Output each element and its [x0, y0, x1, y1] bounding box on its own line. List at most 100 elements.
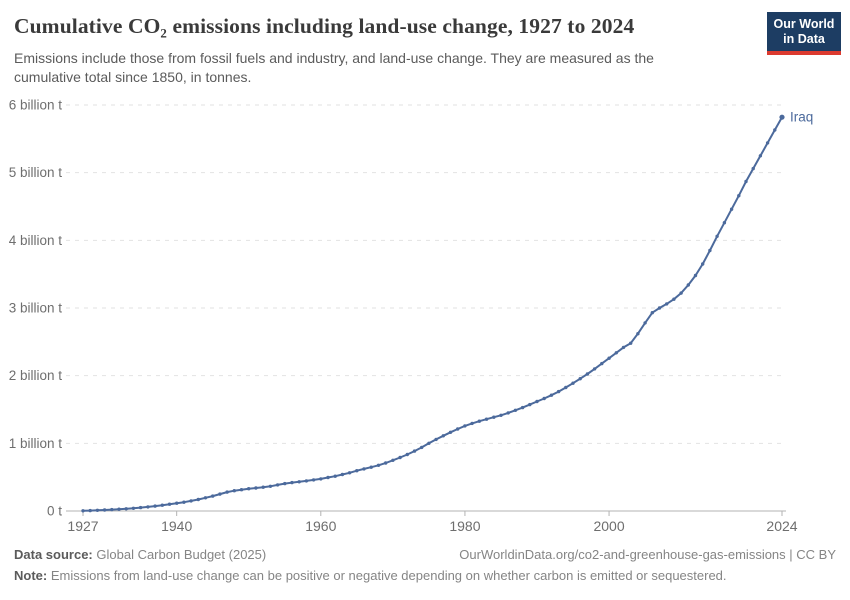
data-point-marker[interactable] [737, 194, 741, 198]
data-point-marker[interactable] [729, 207, 734, 211]
data-point-marker[interactable] [326, 475, 330, 480]
data-point-marker[interactable] [744, 179, 748, 184]
data-point-marker[interactable] [146, 505, 150, 509]
data-point-marker[interactable] [629, 341, 633, 345]
data-point-marker[interactable] [672, 297, 676, 301]
data-point-marker[interactable] [520, 405, 525, 410]
data-point-marker[interactable] [542, 396, 546, 401]
data-point-marker[interactable] [369, 465, 373, 469]
data-point-marker[interactable] [686, 283, 690, 287]
data-point-marker[interactable] [463, 424, 467, 428]
data-point-marker[interactable] [102, 508, 107, 512]
data-point-marker[interactable] [160, 503, 164, 507]
data-point-marker[interactable] [247, 487, 251, 491]
data-point-marker[interactable] [110, 507, 114, 512]
owid-logo[interactable]: Our World in Data [767, 12, 841, 55]
data-point-marker[interactable] [499, 413, 503, 417]
data-point-marker[interactable] [297, 480, 301, 484]
data-point-marker[interactable] [585, 372, 590, 376]
data-point-marker[interactable] [189, 499, 193, 503]
data-point-marker[interactable] [773, 128, 777, 132]
data-point-marker[interactable] [405, 452, 409, 457]
data-point-marker[interactable] [693, 273, 698, 278]
data-point-marker[interactable] [484, 417, 489, 421]
data-point-marker[interactable] [470, 421, 474, 426]
data-point-marker[interactable] [513, 408, 518, 412]
data-point-marker[interactable] [427, 441, 431, 445]
data-point-marker[interactable] [355, 469, 359, 473]
data-point-marker[interactable] [679, 291, 683, 295]
data-point-marker[interactable] [765, 141, 770, 145]
data-point-marker[interactable] [182, 500, 186, 504]
data-point-marker[interactable] [211, 494, 215, 498]
data-point-marker[interactable] [391, 458, 395, 462]
data-point-marker[interactable] [549, 393, 554, 397]
data-point-marker[interactable] [131, 506, 136, 510]
owid-url-link[interactable]: OurWorldinData.org/co2-and-greenhouse-ga… [459, 547, 836, 562]
data-point-marker[interactable] [290, 480, 294, 485]
data-point-marker[interactable] [124, 507, 128, 511]
data-point-marker[interactable] [708, 248, 712, 253]
data-point-marker[interactable] [506, 411, 510, 415]
data-point-marker[interactable] [268, 484, 273, 488]
data-point-marker[interactable] [492, 415, 496, 419]
data-point-marker[interactable] [571, 381, 575, 385]
data-point-marker[interactable] [232, 489, 236, 493]
data-point-marker[interactable] [758, 154, 763, 158]
data-point-marker[interactable] [722, 221, 727, 225]
data-point-marker[interactable] [556, 389, 561, 394]
data-point-marker[interactable] [333, 474, 337, 478]
data-point-marker[interactable] [621, 345, 626, 350]
data-point-marker[interactable] [600, 361, 604, 366]
data-point-marker[interactable] [311, 478, 316, 482]
data-point-marker[interactable] [528, 402, 532, 407]
data-point-marker[interactable] [412, 449, 417, 453]
data-point-marker[interactable] [117, 507, 121, 511]
data-point-marker[interactable] [319, 477, 323, 481]
data-point-marker[interactable] [362, 467, 366, 471]
data-point-marker[interactable] [592, 367, 597, 371]
data-point-marker[interactable] [650, 311, 654, 315]
data-point-marker[interactable] [283, 481, 287, 486]
data-point-marker[interactable] [138, 505, 143, 510]
data-point-marker[interactable] [715, 234, 719, 238]
data-point-marker[interactable] [578, 377, 582, 381]
data-point-marker[interactable] [636, 332, 640, 336]
data-point-marker[interactable] [434, 437, 438, 442]
data-point-marker[interactable] [607, 356, 611, 360]
data-point-marker[interactable] [376, 463, 381, 467]
data-point-marker[interactable] [420, 445, 424, 450]
data-point-marker[interactable] [81, 509, 85, 513]
data-point-marker[interactable] [398, 455, 402, 460]
data-point-marker[interactable] [535, 399, 539, 404]
data-point-marker[interactable] [254, 486, 258, 490]
data-point-marker[interactable] [657, 306, 662, 310]
data-point-marker[interactable] [203, 496, 208, 500]
data-point-marker[interactable] [218, 492, 222, 496]
data-point-marker[interactable] [643, 321, 647, 325]
data-point-marker[interactable] [614, 351, 618, 355]
series-iraq[interactable]: Iraq [81, 110, 813, 513]
data-point-marker[interactable] [564, 385, 568, 390]
data-point-marker[interactable] [167, 502, 172, 506]
data-point-marker[interactable] [88, 508, 92, 513]
data-point-marker[interactable] [275, 483, 280, 487]
data-point-marker[interactable] [665, 302, 669, 306]
series-line[interactable] [82, 116, 783, 512]
data-point-marker[interactable] [441, 434, 445, 438]
data-point-marker[interactable] [340, 472, 345, 477]
data-point-marker[interactable] [384, 461, 388, 465]
data-point-marker[interactable] [95, 508, 100, 512]
series-end-dot[interactable] [779, 114, 785, 120]
data-point-marker[interactable] [196, 497, 200, 502]
data-point-marker[interactable] [347, 471, 352, 475]
data-point-marker[interactable] [304, 479, 309, 483]
data-point-marker[interactable] [239, 488, 244, 492]
data-point-marker[interactable] [261, 485, 265, 489]
data-point-marker[interactable] [751, 166, 755, 171]
data-point-marker[interactable] [175, 501, 179, 505]
data-point-marker[interactable] [477, 419, 481, 423]
data-point-marker[interactable] [225, 490, 229, 494]
data-point-marker[interactable] [701, 262, 705, 266]
data-point-marker[interactable] [456, 427, 460, 431]
